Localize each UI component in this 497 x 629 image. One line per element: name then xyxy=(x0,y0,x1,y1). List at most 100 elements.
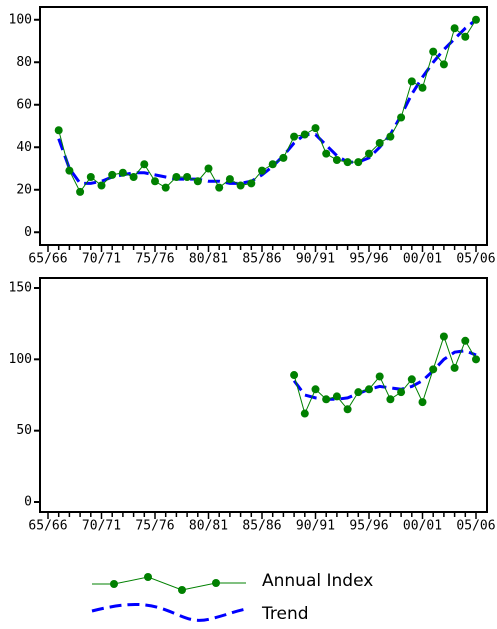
index-point xyxy=(76,187,85,196)
x-tick-label: 90/91 xyxy=(296,519,335,534)
x-tick-label: 00/01 xyxy=(403,252,442,267)
index-point xyxy=(300,409,309,418)
legend-marker xyxy=(178,586,186,594)
index-line xyxy=(58,19,477,193)
index-point xyxy=(86,173,95,181)
legend: Annual Index Trend xyxy=(91,571,373,624)
index-point xyxy=(161,183,170,192)
x-tick-label: 95/96 xyxy=(349,252,388,267)
index-point xyxy=(386,395,395,404)
index-point xyxy=(439,332,448,341)
index-point xyxy=(151,177,159,186)
x-tick-label: 00/01 xyxy=(403,519,442,534)
plot-frame xyxy=(39,6,488,246)
index-point xyxy=(343,158,352,167)
index-point xyxy=(129,173,138,181)
chart-panel: 0 50 100 150 65/66 70/71 75/76 80/81 85/86 90/91 9… xyxy=(9,277,496,534)
index-point xyxy=(172,173,181,181)
index-point xyxy=(108,170,117,179)
legend-label: Annual Index xyxy=(262,571,373,591)
y-tick-label: 20 xyxy=(16,182,32,197)
index-point xyxy=(65,166,74,175)
index-point xyxy=(268,160,277,169)
index-point xyxy=(193,177,202,186)
index-point xyxy=(290,132,299,141)
trend-line xyxy=(292,349,477,401)
index-point xyxy=(279,153,288,162)
index-point xyxy=(215,183,224,192)
index-point xyxy=(290,371,299,380)
x-tick-label: 85/86 xyxy=(242,519,281,534)
y-tick-label: 0 xyxy=(24,495,32,510)
index-point xyxy=(365,385,373,394)
index-point xyxy=(397,388,406,397)
x-tick-label: 75/76 xyxy=(135,252,174,267)
index-point xyxy=(54,126,63,135)
index-point xyxy=(386,132,395,141)
legend-label: Trend xyxy=(261,604,309,624)
index-point xyxy=(407,375,416,384)
x-tick-label: 70/71 xyxy=(82,519,121,534)
y-tick-label: 80 xyxy=(16,55,32,70)
x-tick-label: 75/76 xyxy=(135,519,174,534)
index-point xyxy=(472,15,480,24)
y-tick-label: 0 xyxy=(24,225,32,240)
index-point xyxy=(418,83,427,92)
index-point xyxy=(322,149,331,158)
x-tick-label: 95/96 xyxy=(349,519,388,534)
index-point xyxy=(140,160,149,169)
index-point xyxy=(450,24,459,33)
index-point xyxy=(97,181,106,190)
x-tick-label: 80/81 xyxy=(189,519,228,534)
index-point xyxy=(311,124,320,133)
index-point xyxy=(407,77,416,86)
y-tick-label: 60 xyxy=(16,97,32,112)
index-point xyxy=(247,179,256,188)
index-point xyxy=(375,139,384,147)
legend-marker xyxy=(144,573,152,581)
chart-panel: 0 20 40 60 80 100 65/66 70/71 75/76 80/81 85/86 90/… xyxy=(9,6,496,267)
index-point xyxy=(472,355,480,364)
x-tick-label: 65/66 xyxy=(28,519,67,534)
index-point xyxy=(236,181,245,190)
x-tick-label: 85/86 xyxy=(242,252,281,267)
index-point xyxy=(183,173,192,181)
trend-line xyxy=(57,18,477,185)
y-tick-label: 100 xyxy=(9,352,32,367)
legend-marker xyxy=(110,580,118,588)
index-point xyxy=(354,158,363,167)
y-tick-label: 40 xyxy=(16,140,32,155)
index-point xyxy=(418,398,427,407)
index-point xyxy=(343,405,352,414)
index-point xyxy=(461,32,470,41)
x-tick-label: 05/06 xyxy=(456,252,495,267)
index-line xyxy=(293,334,477,416)
index-point xyxy=(225,175,234,184)
legend-trend-sample xyxy=(91,602,247,622)
index-point xyxy=(461,336,470,345)
index-point xyxy=(204,164,213,173)
index-point xyxy=(365,149,373,158)
index-point xyxy=(354,388,363,397)
index-point xyxy=(397,113,406,122)
x-tick-label: 65/66 xyxy=(28,252,67,267)
y-tick-label: 150 xyxy=(9,280,32,295)
index-point xyxy=(450,363,459,372)
index-point xyxy=(439,60,448,69)
index-point xyxy=(322,395,331,404)
y-tick-label: 50 xyxy=(16,423,32,438)
index-point xyxy=(375,372,384,381)
plot-frame xyxy=(39,277,488,513)
y-tick-label: 100 xyxy=(9,12,32,27)
x-tick-label: 05/06 xyxy=(456,519,495,534)
index-point xyxy=(332,392,341,401)
index-point xyxy=(118,168,127,177)
index-point xyxy=(300,130,309,139)
index-point xyxy=(258,166,266,175)
index-point xyxy=(429,47,438,56)
x-tick-label: 80/81 xyxy=(189,252,228,267)
x-tick-label: 90/91 xyxy=(296,252,335,267)
index-point xyxy=(429,365,438,374)
x-tick-label: 70/71 xyxy=(82,252,121,267)
